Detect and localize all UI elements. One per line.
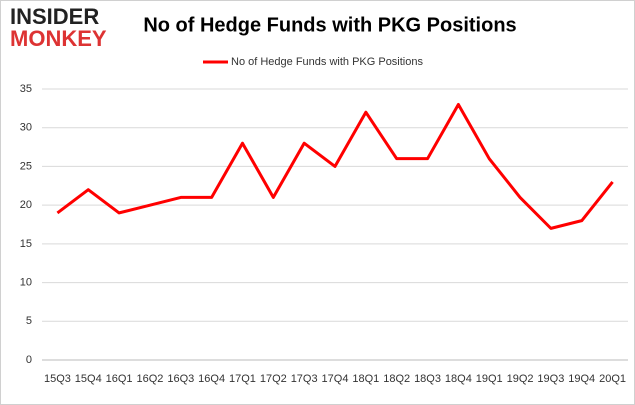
chart-title: No of Hedge Funds with PKG Positions <box>143 14 516 36</box>
logo-line1: INSIDER <box>10 4 99 29</box>
y-tick-label: 30 <box>20 122 32 134</box>
x-tick-label: 17Q4 <box>322 373 349 385</box>
x-tick-label: 19Q1 <box>476 373 503 385</box>
y-tick-label: 25 <box>20 160 32 172</box>
x-tick-label: 18Q1 <box>352 373 379 385</box>
data-line <box>56 102 614 230</box>
logo-line2: MONKEY <box>10 26 107 51</box>
x-tick-label: 19Q3 <box>537 373 564 385</box>
x-tick-label: 17Q3 <box>291 373 318 385</box>
x-tick-label: 17Q1 <box>229 373 256 385</box>
x-tick-label: 18Q2 <box>383 373 410 385</box>
y-tick-label: 35 <box>20 83 32 95</box>
y-tick-label: 20 <box>20 199 32 211</box>
y-tick-label: 10 <box>20 276 32 288</box>
x-tick-label: 15Q3 <box>44 373 71 385</box>
x-tick-label: 16Q4 <box>198 373 225 385</box>
x-tick-label: 17Q2 <box>260 373 287 385</box>
x-tick-label: 16Q3 <box>167 373 194 385</box>
x-tick-label: 16Q2 <box>136 373 163 385</box>
legend-label: No of Hedge Funds with PKG Positions <box>231 56 423 68</box>
y-tick-label: 15 <box>20 238 32 250</box>
x-tick-label: 15Q4 <box>75 373 102 385</box>
y-tick-label: 0 <box>26 354 32 366</box>
x-tick-label: 18Q4 <box>445 373 472 385</box>
y-tick-label: 5 <box>26 315 32 327</box>
x-tick-label: 19Q2 <box>507 373 534 385</box>
x-tick-label: 20Q1 <box>599 373 626 385</box>
x-tick-label: 18Q3 <box>414 373 441 385</box>
x-tick-label: 19Q4 <box>568 373 595 385</box>
x-tick-label: 16Q1 <box>106 373 133 385</box>
